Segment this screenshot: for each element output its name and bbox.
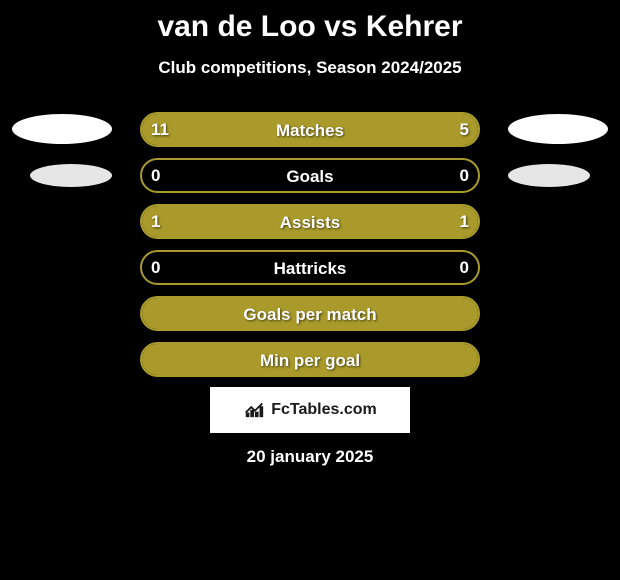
bar-fill-left	[142, 114, 364, 145]
avatar-right-icon	[508, 114, 608, 144]
avatar-right-icon	[508, 164, 590, 187]
page-title: van de Loo vs Kehrer	[0, 0, 620, 44]
stat-value-right: 0	[460, 250, 469, 285]
bar-fill-right	[310, 206, 478, 237]
stat-row-goals-per-match: Goals per match	[0, 296, 620, 331]
date-line: 20 january 2025	[0, 447, 620, 467]
stat-rows: Matches 11 5 Goals 0 0 Assists 1 1 Hattr…	[0, 112, 620, 377]
subtitle: Club competitions, Season 2024/2025	[0, 58, 620, 78]
stat-row-hattricks: Hattricks 0 0	[0, 250, 620, 285]
stat-row-matches: Matches 11 5	[0, 112, 620, 147]
watermark-chart-icon	[243, 397, 265, 424]
stat-value-right: 1	[460, 204, 469, 239]
bar-fill-left	[142, 206, 310, 237]
stat-bar: Assists	[140, 204, 480, 239]
stat-row-assists: Assists 1 1	[0, 204, 620, 239]
stat-value-left: 1	[151, 204, 160, 239]
avatar-left-icon	[30, 164, 112, 187]
stat-label: Hattricks	[142, 252, 478, 285]
stat-row-goals: Goals 0 0	[0, 158, 620, 193]
bar-fill-left	[142, 344, 478, 375]
stat-value-left: 11	[151, 112, 169, 147]
stat-label: Goals	[142, 160, 478, 193]
watermark-text: FcTables.com	[271, 401, 377, 419]
stat-bar: Hattricks	[140, 250, 480, 285]
avatar-left-icon	[12, 114, 112, 144]
stat-bar: Goals	[140, 158, 480, 193]
stat-bar: Matches	[140, 112, 480, 147]
stat-bar: Goals per match	[140, 296, 480, 331]
watermark: FcTables.com	[210, 387, 410, 433]
stat-value-left: 0	[151, 250, 160, 285]
stat-bar: Min per goal	[140, 342, 480, 377]
stat-value-right: 0	[460, 158, 469, 193]
stat-value-left: 0	[151, 158, 160, 193]
bar-fill-left	[142, 298, 478, 329]
stat-value-right: 5	[460, 112, 469, 147]
stat-row-min-per-goal: Min per goal	[0, 342, 620, 377]
